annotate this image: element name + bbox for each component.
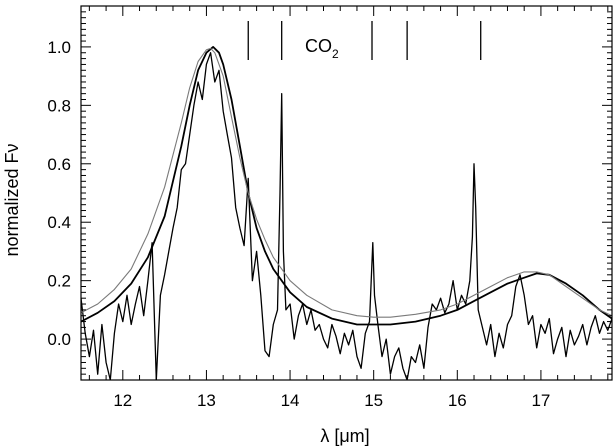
y-tick-label: 1.0 <box>47 38 71 57</box>
plot-frame <box>80 5 613 381</box>
y-tick-label: 0.6 <box>47 155 71 174</box>
x-tick-label: 13 <box>197 391 216 410</box>
series-layer <box>81 46 612 380</box>
x-axis-label: λ [μm] <box>320 426 369 446</box>
observed-spectrum-line <box>81 52 612 380</box>
x-tick-label: 14 <box>281 391 300 410</box>
x-tick-label: 15 <box>364 391 383 410</box>
y-tick-label: 0.2 <box>47 272 71 291</box>
y-tick-label: 0.4 <box>47 213 71 232</box>
x-tick-label: 17 <box>531 391 550 410</box>
y-tick-label: 0.8 <box>47 96 71 115</box>
x-tick-label: 16 <box>448 391 467 410</box>
tick-layer: 12 13 14 15 16 17 0.0 0.2 0.4 0.6 0.8 1.0 <box>47 5 612 410</box>
x-tick-label: 12 <box>113 391 132 410</box>
co2-marker-layer <box>247 21 482 60</box>
co2-label: CO2 <box>305 36 339 61</box>
y-tick-label: 0.0 <box>47 330 71 349</box>
y-axis-label: normalized Fν <box>2 143 22 256</box>
model-fit-grey-line <box>81 47 612 318</box>
model-fit-black-line <box>81 46 612 326</box>
